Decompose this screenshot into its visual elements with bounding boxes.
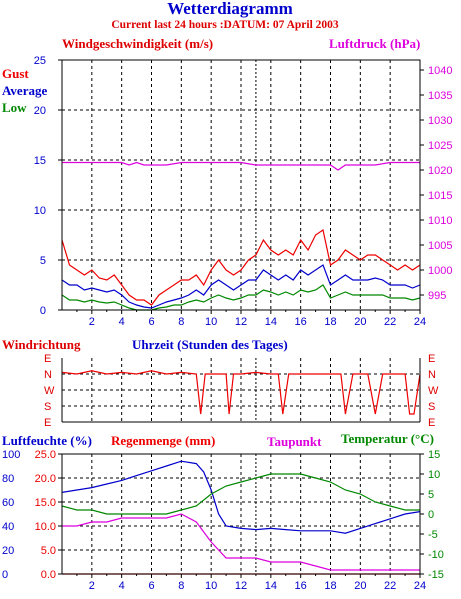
direction-tick-label-right: W: [428, 385, 439, 397]
wind-panel-series: [61, 161, 421, 311]
chart-subtitle: Current last 24 hours :DATUM: 07 April 2…: [111, 19, 339, 31]
rain-title: Regenmenge (mm): [111, 433, 215, 448]
y-right-tick-label: 1035: [428, 90, 452, 102]
wind-direction-title: Windrichtung: [2, 337, 81, 352]
temperature-tick-label: 5: [428, 489, 434, 501]
y-right-tick-label: 995: [428, 290, 446, 302]
series-temperatur: [61, 473, 420, 515]
x-tick-label: 10: [205, 580, 217, 592]
temperature-title: Temperatur (°C): [341, 431, 434, 446]
time-axis-title: Uhrzeit (Stunden des Tages): [132, 337, 288, 352]
x-tick-label: 22: [384, 580, 396, 592]
rain-tick-label: 20.0: [35, 473, 56, 485]
humidity-tick-label: 20: [2, 545, 14, 557]
x-tick-label: 2: [89, 580, 95, 592]
series-luftdruck: [62, 161, 420, 171]
series-taupunkt: [62, 513, 420, 571]
x-tick-label: 24: [414, 316, 426, 328]
direction-panel-grid: [62, 358, 420, 422]
rain-tick-label: 10.0: [35, 521, 56, 533]
humidity-tick-label: 60: [2, 497, 14, 509]
chart-title: Wetterdiagramm: [167, 0, 293, 18]
pressure-title: Luftdruck (hPa): [329, 36, 420, 51]
x-tick-label: 14: [265, 316, 277, 328]
x-tick-label: 20: [354, 580, 366, 592]
temperature-tick-label: 15: [428, 449, 440, 461]
direction-tick-label-left: W: [44, 385, 55, 397]
y-left-tick-label: 20: [34, 105, 46, 117]
x-tick-label: 16: [295, 580, 307, 592]
rain-tick-label: 5.0: [41, 545, 56, 557]
y-right-tick-label: 1025: [428, 140, 452, 152]
y-left-tick-label: 15: [34, 155, 46, 167]
y-right-tick-label: 1020: [428, 165, 452, 177]
series-average: [61, 264, 421, 309]
wind-speed-title: Windgeschwindigkeit (m/s): [62, 36, 213, 51]
x-tick-label: 4: [119, 316, 125, 328]
humidity-title: Luftfeuchte (%): [2, 433, 92, 448]
y-left-tick-label: 5: [40, 255, 46, 267]
x-tick-label: 22: [384, 316, 396, 328]
x-tick-label: 18: [324, 580, 336, 592]
humidity-tick-label: 40: [2, 521, 14, 533]
direction-tick-label-right: E: [428, 417, 435, 429]
y-right-tick-label: 1010: [428, 215, 452, 227]
rain-tick-label: 15.0: [35, 497, 56, 509]
y-right-tick-label: 1015: [428, 190, 452, 202]
y-right-tick-label: 1005: [428, 240, 452, 252]
x-tick-label: 12: [235, 316, 247, 328]
temperature-tick-label: -5: [428, 529, 438, 541]
y-left-tick-label: 0: [40, 305, 46, 317]
x-tick-label: 18: [324, 316, 336, 328]
direction-panel-axes: E EN NW WS SE E: [44, 353, 439, 429]
rain-tick-label: 0.0: [41, 569, 56, 581]
wind-panel-axes: 0510152025995100010051010101510201025103…: [34, 55, 453, 328]
humidity-tick-label: 0: [2, 569, 8, 581]
x-tick-label: 24: [414, 580, 426, 592]
direction-tick-label-right: N: [428, 369, 436, 381]
temperature-tick-label: 10: [428, 469, 440, 481]
direction-panel-series: [61, 370, 421, 415]
y-right-tick-label: 1030: [428, 115, 452, 127]
legend-average: Average: [2, 83, 47, 98]
legend-low: Low: [2, 100, 27, 115]
humidity-tick-label: 100: [2, 449, 20, 461]
x-tick-label: 10: [205, 316, 217, 328]
x-tick-label: 6: [148, 580, 154, 592]
x-tick-label: 4: [119, 580, 125, 592]
direction-tick-label-right: S: [428, 401, 435, 413]
direction-tick-label-left: E: [44, 417, 51, 429]
x-tick-label: 8: [178, 580, 184, 592]
x-tick-label: 14: [265, 580, 277, 592]
y-left-tick-label: 10: [34, 205, 46, 217]
series-gust: [61, 229, 421, 306]
y-right-tick-label: 1040: [428, 65, 452, 77]
temperature-tick-label: 0: [428, 509, 434, 521]
rain-tick-label: 25.0: [35, 449, 56, 461]
humidity-tick-label: 80: [2, 473, 14, 485]
series-low: [61, 284, 421, 311]
x-tick-label: 6: [148, 316, 154, 328]
wind-panel-grid: [62, 60, 420, 310]
x-tick-label: 20: [354, 316, 366, 328]
legend-gust: Gust: [2, 66, 29, 81]
y-left-tick-label: 25: [34, 55, 46, 67]
series-wind-direction: [61, 370, 421, 415]
x-tick-label: 12: [235, 580, 247, 592]
x-tick-label: 2: [89, 316, 95, 328]
y-right-tick-label: 1000: [428, 265, 452, 277]
direction-tick-label-left: E: [44, 353, 51, 365]
dewpoint-title: Taupunkt: [267, 434, 322, 449]
direction-tick-label-right: E: [428, 353, 435, 365]
temperature-tick-label: -10: [428, 549, 444, 561]
series-luftfeuchte: [61, 460, 421, 534]
x-tick-label: 8: [178, 316, 184, 328]
x-tick-label: 16: [295, 316, 307, 328]
temperature-tick-label: -15: [428, 569, 444, 581]
direction-tick-label-left: N: [44, 369, 52, 381]
direction-tick-label-left: S: [44, 401, 51, 413]
